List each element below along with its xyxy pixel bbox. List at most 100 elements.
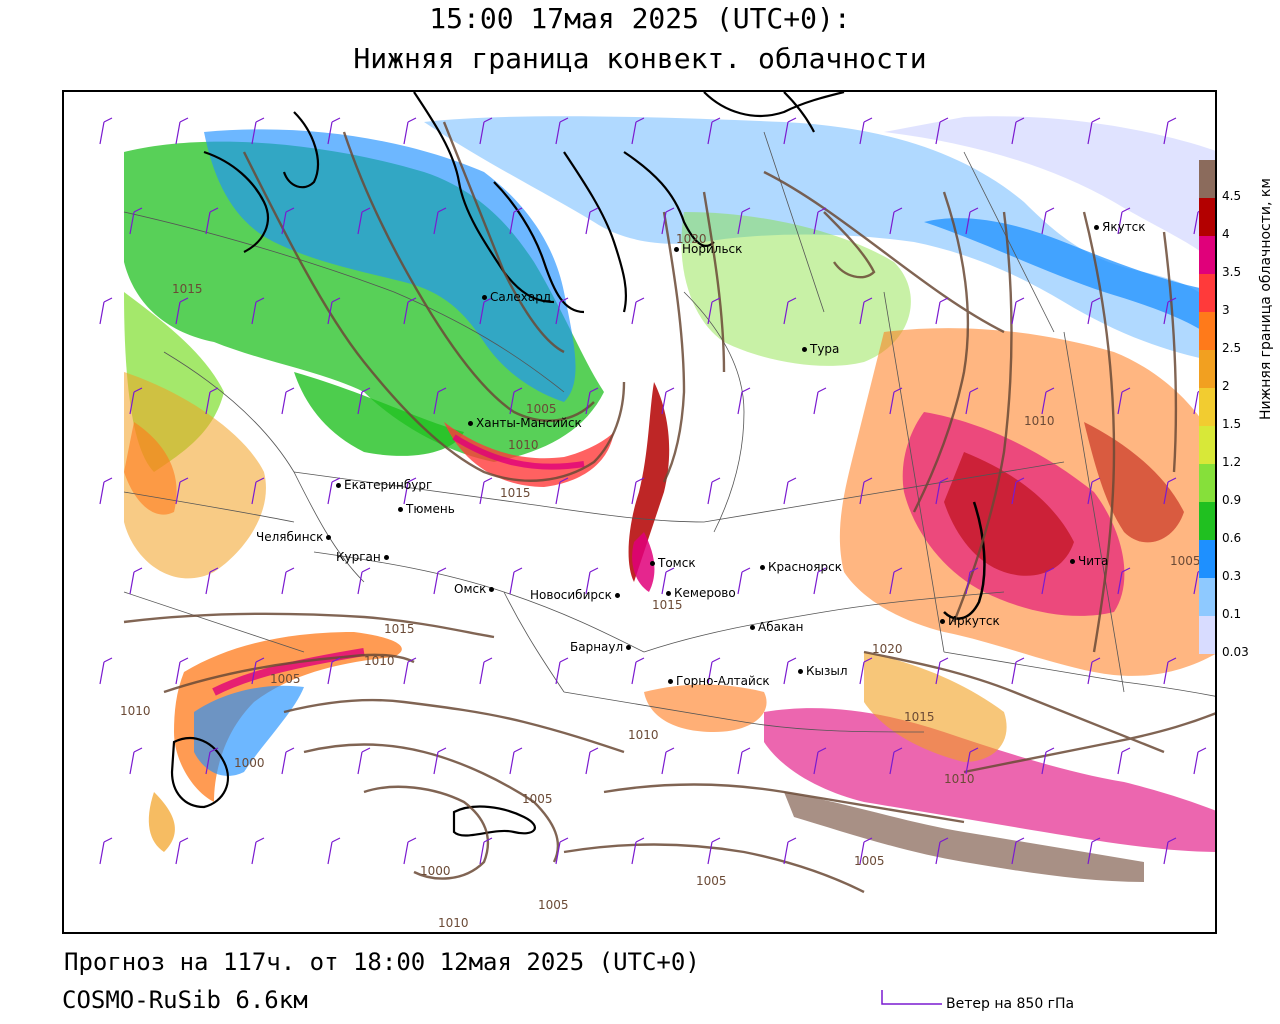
city-kurgan: Курган bbox=[336, 550, 392, 564]
wind-barb bbox=[813, 387, 827, 415]
wind-barb bbox=[1011, 837, 1025, 865]
legend-tick-label: 2 bbox=[1222, 379, 1230, 393]
legend-color-swatch bbox=[1199, 160, 1215, 198]
wind-barb bbox=[555, 657, 569, 685]
city-marker bbox=[1070, 559, 1075, 564]
wind-barb bbox=[1041, 747, 1055, 775]
wind-barb bbox=[99, 837, 113, 865]
forecast-info: Прогноз на 117ч. от 18:00 12мая 2025 (UT… bbox=[64, 948, 700, 976]
isobars bbox=[123, 121, 1215, 894]
legend-tick-label: 1.5 bbox=[1222, 417, 1242, 431]
wind-barb bbox=[129, 387, 143, 415]
wind-barb bbox=[99, 297, 113, 325]
city-marker bbox=[674, 247, 679, 252]
wind-barb bbox=[129, 747, 143, 775]
wind-barb bbox=[1041, 567, 1055, 595]
wind-barb bbox=[327, 657, 341, 685]
wind-barb bbox=[965, 567, 979, 595]
legend-color-swatch bbox=[1199, 236, 1215, 274]
wind-barb bbox=[357, 387, 371, 415]
wind-barb bbox=[175, 477, 189, 505]
wind-barb bbox=[859, 297, 873, 325]
wind-barb bbox=[585, 747, 599, 775]
wind-barb bbox=[889, 567, 903, 595]
wind-barb bbox=[1011, 117, 1025, 145]
wind-barb bbox=[205, 747, 219, 775]
wind-barb bbox=[205, 387, 219, 415]
wind-barb bbox=[403, 837, 417, 865]
wind-barb bbox=[555, 117, 569, 145]
wind-barb bbox=[479, 657, 493, 685]
city-kyzyl: Кызыл bbox=[798, 664, 848, 678]
wind-barb bbox=[965, 747, 979, 775]
wind-barb bbox=[965, 387, 979, 415]
wind-barb bbox=[935, 117, 949, 145]
wind-barb bbox=[889, 747, 903, 775]
city-norilsk: Норильск bbox=[674, 242, 742, 256]
legend-color-swatch bbox=[1199, 616, 1215, 654]
wind-barb bbox=[859, 837, 873, 865]
wind-barb bbox=[1163, 477, 1177, 505]
map-title: 15:00 17мая 2025 (UTC+0): bbox=[429, 2, 851, 35]
city-marker bbox=[750, 625, 755, 630]
wind-barb bbox=[783, 657, 797, 685]
wind-barb bbox=[631, 657, 645, 685]
wind-barb bbox=[1011, 657, 1025, 685]
city-marker bbox=[666, 591, 671, 596]
city-marker bbox=[798, 669, 803, 674]
wind-legend-label: Ветер на 850 гПа bbox=[946, 996, 1075, 1012]
city-chita: Чита bbox=[1070, 554, 1108, 568]
wind-barb bbox=[403, 657, 417, 685]
city-marker bbox=[383, 555, 389, 560]
forecast-map: Якутск Норильск Салехард Тура Ханты-Манс… bbox=[62, 90, 1217, 934]
city-marker bbox=[802, 347, 807, 352]
wind-barb bbox=[281, 747, 295, 775]
city-tura: Тура bbox=[802, 342, 839, 356]
legend-tick-label: 0.6 bbox=[1222, 531, 1242, 545]
wind-barb bbox=[631, 837, 645, 865]
wind-barb bbox=[1117, 567, 1131, 595]
wind-barb bbox=[1117, 387, 1131, 415]
city-irkutsk: Иркутск bbox=[940, 614, 1000, 628]
isobar-label: 1005 bbox=[854, 854, 885, 868]
legend-color-swatch bbox=[1199, 540, 1215, 578]
wind-barb bbox=[889, 387, 903, 415]
wind-barb bbox=[1193, 747, 1207, 775]
city-yakutsk: Якутск bbox=[1094, 220, 1146, 234]
wind-barb bbox=[205, 567, 219, 595]
legend-color-swatch bbox=[1199, 464, 1215, 502]
isobar-label: 1005 bbox=[526, 402, 557, 416]
wind-barb bbox=[175, 837, 189, 865]
wind-barb bbox=[783, 477, 797, 505]
wind-barb bbox=[327, 837, 341, 865]
wind-barb bbox=[737, 387, 751, 415]
wind-barb bbox=[205, 207, 219, 235]
wind-barb bbox=[509, 747, 523, 775]
wind-barb bbox=[555, 837, 569, 865]
wind-barb bbox=[737, 567, 751, 595]
wind-barb bbox=[859, 117, 873, 145]
wind-barb bbox=[357, 567, 371, 595]
legend-tick-label: 3.5 bbox=[1222, 265, 1242, 279]
wind-barb bbox=[251, 657, 265, 685]
isobar-label: 1010 bbox=[944, 772, 975, 786]
wind-barb bbox=[585, 207, 599, 235]
wind-barb bbox=[889, 207, 903, 235]
wind-barb bbox=[175, 297, 189, 325]
wind-barb bbox=[737, 207, 751, 235]
isobar-label: 1010 bbox=[1024, 414, 1055, 428]
city-marker bbox=[668, 679, 673, 684]
city-abakan: Абакан bbox=[750, 620, 803, 634]
wind-barb bbox=[281, 387, 295, 415]
wind-barb bbox=[433, 387, 447, 415]
city-marker bbox=[398, 507, 403, 512]
wind-barb bbox=[707, 297, 721, 325]
wind-barb bbox=[737, 747, 751, 775]
isobar-label: 1015 bbox=[904, 710, 935, 724]
legend-color-swatch bbox=[1199, 350, 1215, 388]
wind-barb bbox=[1087, 657, 1101, 685]
legend-tick-label: 0.1 bbox=[1222, 607, 1242, 621]
wind-barb bbox=[631, 477, 645, 505]
wind-barb bbox=[251, 837, 265, 865]
legend-title: Нижняя граница облачности, км bbox=[1258, 178, 1274, 420]
